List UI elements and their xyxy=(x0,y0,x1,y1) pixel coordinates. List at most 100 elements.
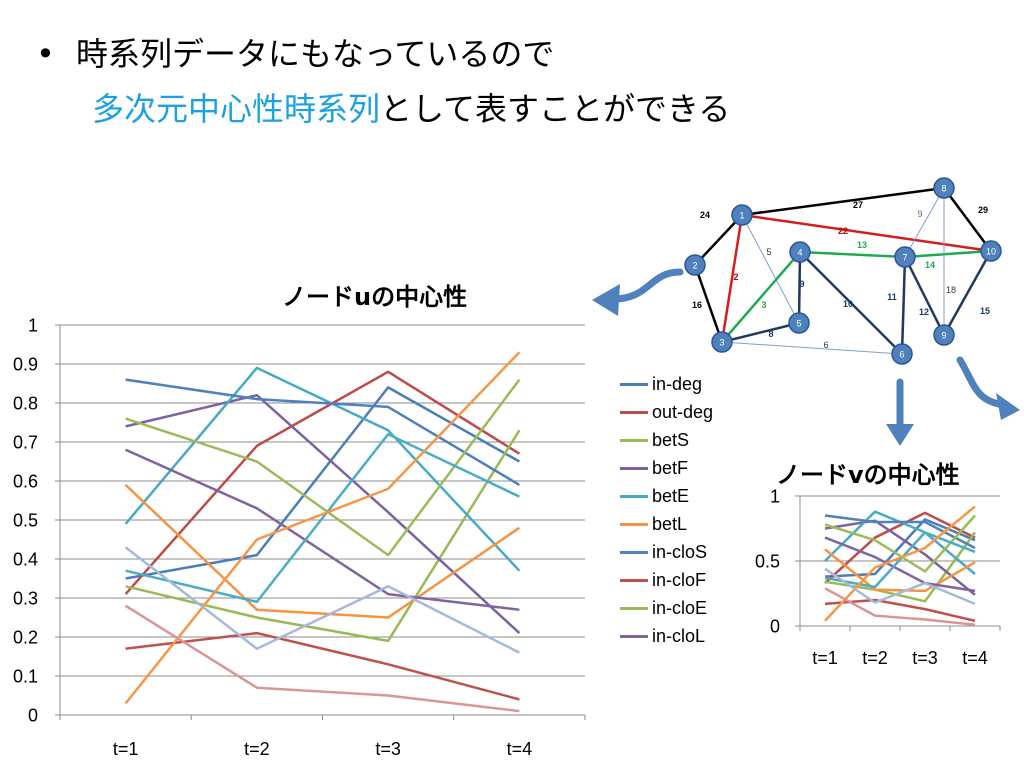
legend-item: in-cloL xyxy=(620,622,713,650)
small-chart-series-line-12 xyxy=(824,567,976,606)
network-node xyxy=(731,204,753,226)
main-chart-xtick-label: t=3 xyxy=(375,739,401,759)
main-chart-series-betE xyxy=(124,366,521,572)
network-node xyxy=(711,331,733,353)
arrows-group xyxy=(592,268,1020,446)
legend-label: in-cloS xyxy=(652,541,708,562)
main-chart-series-line-13 xyxy=(124,604,520,713)
main-chart-xtick-label: t=4 xyxy=(507,739,533,759)
legend-label: betE xyxy=(652,485,690,506)
edge-weight-label: 9 xyxy=(799,279,804,289)
edge-weight-label: 15 xyxy=(980,306,990,316)
main-chart-ytick-label: 0.3 xyxy=(13,588,38,608)
line1-text: 時系列データにもなっているので xyxy=(76,35,555,73)
edge-weight-label: 16 xyxy=(692,300,702,310)
node-label: 1 xyxy=(739,211,744,221)
legend-swatch xyxy=(620,438,648,442)
main-chart-ytick-label: 0.6 xyxy=(13,471,38,491)
small-chart-series-line-9 xyxy=(824,536,976,593)
network-node xyxy=(789,241,811,263)
network-edge xyxy=(797,251,802,324)
main-chart-ytick-label: 0 xyxy=(28,705,38,725)
edge-weight-label: 13 xyxy=(857,240,867,250)
legend-label: in-cloF xyxy=(652,569,707,590)
network-edge xyxy=(799,250,906,259)
main-chart-series-line-10 xyxy=(125,432,520,604)
small-chart-series-line-5 xyxy=(824,548,976,593)
legend-item: in-cloF xyxy=(620,566,713,594)
main-chart-title: ノードuの中心性 xyxy=(282,283,468,311)
line2-rest: として表すことができる xyxy=(380,90,731,128)
small-chart-ytick-label: 0.5 xyxy=(755,551,780,571)
network-edge xyxy=(721,341,903,355)
small-chart-xtick-label: t=2 xyxy=(862,648,888,668)
legend-item: in-cloE xyxy=(620,594,713,622)
main-chart-series-in-cloE xyxy=(125,378,521,557)
network-edge xyxy=(900,256,907,355)
legend-label: betS xyxy=(652,429,690,450)
small-chart-series-line-13 xyxy=(824,587,976,626)
main-chart-ytick-label: 0.8 xyxy=(13,393,38,413)
network-edge xyxy=(741,213,992,253)
legend-swatch xyxy=(620,522,648,526)
network-edge xyxy=(721,251,801,343)
node-label: 6 xyxy=(899,350,904,360)
edge-weight-label: 2 xyxy=(733,272,738,282)
highlighted-term: 多次元中心性時系列 xyxy=(92,90,381,128)
edge-weight-label: 24 xyxy=(700,210,710,220)
small-chart-series-line-11 xyxy=(824,505,976,622)
legend-item: betL xyxy=(620,510,713,538)
main-chart-series-in-cloS xyxy=(125,378,521,486)
main-chart-ytick-label: 1 xyxy=(28,315,38,335)
network-edge xyxy=(904,249,992,259)
arrow-down-head xyxy=(886,424,914,446)
network-edge xyxy=(942,250,993,336)
network-node xyxy=(933,324,955,346)
small-chart-xtick-label: t=3 xyxy=(912,648,938,668)
network-edge xyxy=(741,186,945,217)
edge-weight-label: 10 xyxy=(843,299,853,309)
small-chart-series-line-0 xyxy=(824,518,976,578)
small-chart-ytick-label: 1 xyxy=(770,486,780,506)
main-chart-ytick-label: 0.1 xyxy=(13,666,38,686)
legend-swatch xyxy=(620,606,648,610)
legend-item: in-cloS xyxy=(620,538,713,566)
edge-weight-label: 12 xyxy=(919,307,929,317)
small-chart-xtick-label: t=4 xyxy=(962,648,988,668)
main-chart-series-out-deg xyxy=(124,370,521,595)
node-label: 5 xyxy=(796,319,801,329)
legend-item: betF xyxy=(620,454,713,482)
main-chart-series-line-12 xyxy=(124,546,520,654)
edge-weight-label: 14 xyxy=(925,260,935,270)
legend-swatch xyxy=(620,410,648,414)
node-label: 2 xyxy=(692,261,697,271)
network-edge xyxy=(693,264,724,343)
main-chart-ytick-label: 0.4 xyxy=(13,549,38,569)
legend-label: in-cloL xyxy=(652,625,706,646)
bullet-line-1: • 時系列データにもなっているので xyxy=(36,30,554,78)
network-node xyxy=(891,343,913,365)
legend-item: out-deg xyxy=(620,398,713,426)
network-edge xyxy=(903,256,946,336)
edge-weight-label: 11 xyxy=(887,292,897,302)
main-chart-series-betS xyxy=(125,429,521,643)
arrow-left-head xyxy=(592,284,620,316)
legend-swatch xyxy=(620,550,648,554)
main-chart-ytick-label: 0.5 xyxy=(13,510,38,530)
network-edge xyxy=(720,214,744,343)
node-label: 8 xyxy=(941,184,946,194)
edge-weight-label: 22 xyxy=(838,226,848,236)
chart-legend: in-deg out-deg betS betF betE betL in-cloS in-c… xyxy=(620,370,713,650)
legend-label: betL xyxy=(652,513,688,534)
edge-weight-label: 9 xyxy=(917,209,922,219)
node-label: 10 xyxy=(986,247,996,257)
network-node xyxy=(684,254,706,276)
edge-weight-label: 18 xyxy=(946,285,956,295)
legend-item: betS xyxy=(620,426,713,454)
network-node xyxy=(980,240,1002,262)
node-label: 7 xyxy=(902,253,907,263)
main-chart-series-in-cloF xyxy=(125,631,520,701)
legend-item: betE xyxy=(620,482,713,510)
